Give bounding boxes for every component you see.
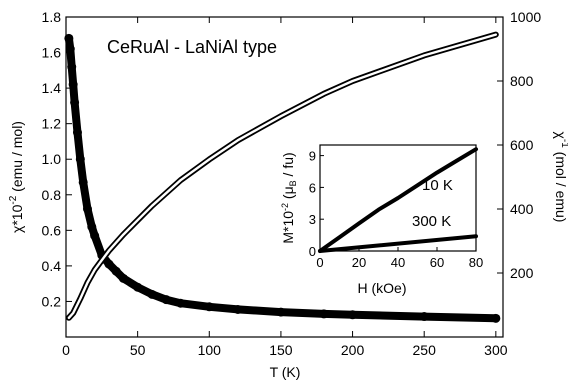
main-left-axis-ticks: 0.2 0.4 0.6 0.8 1.0 1.2 1.4 1.6 1.8 [42,9,72,309]
susceptibility-point [491,313,501,323]
inset-y-title-mid: (μ [280,186,296,203]
inset-y-tick-label: 6 [309,180,316,195]
susceptibility-point [348,310,358,320]
main-x-tick-label: 50 [130,342,146,358]
susceptibility-series [64,34,500,323]
left-axis-title-exponent: -2 [8,195,19,204]
inverse-susceptibility-series-core [67,33,497,319]
main-plot-frame [65,16,504,338]
susceptibility-point [319,309,329,319]
right-axis-title-suffix: (mol / emu) [553,148,568,223]
susceptibility-point [161,295,171,305]
susceptibility-point [176,298,186,308]
susceptibility-point [147,289,157,299]
susceptibility-point [419,312,429,322]
main-x-tick-label: 250 [413,342,437,358]
inset-y-title-prefix: M*10 [280,211,296,244]
main-series-group [64,31,501,323]
susceptibility-point [118,273,128,283]
left-axis-title-suffix: (emu / mol) [9,121,25,196]
inset-x-axis-title: H (kOe) [358,280,407,296]
inset-x-tick-label: 20 [352,255,366,270]
susceptibility-point [104,259,114,269]
main-x-tick-label: 200 [341,342,365,358]
main-x-tick-label: 150 [269,342,293,358]
main-x-tick-label: 0 [62,342,70,358]
main-left-tick-label: 0.8 [42,187,62,203]
inset-x-tick-label: 80 [469,255,483,270]
susceptibility-point [276,307,286,317]
main-right-tick-label: 800 [510,73,534,89]
susceptibility-point [72,128,82,138]
main-x-axis-title: T (K) [270,364,301,380]
inset-y-title-exponent: -2 [280,203,290,211]
main-right-axis-title: χ-1 (mol / emu) [553,132,568,223]
main-right-axis-ticks: 200 400 600 800 1000 [497,9,541,281]
main-x-axis-ticks: 0 50 100 150 200 250 300 [62,17,508,358]
main-left-tick-label: 1.0 [42,151,62,167]
main-left-tick-label: 1.2 [42,116,62,132]
right-axis-title-prefix: χ [553,132,568,140]
chart-title: CeRuAl - LaNiAl type [107,37,277,57]
inset-series-group [318,147,478,253]
inset-y-axis-title: M*10-2 (μB / fu) [280,152,298,243]
right-axis-title-exponent: -1 [559,139,568,148]
main-left-tick-label: 1.4 [42,80,62,96]
inset-x-tick-label: 60 [430,255,444,270]
inset-x-axis-ticks: 0 20 40 60 80 [316,247,483,270]
main-left-tick-label: 1.6 [42,45,62,61]
susceptibility-point [68,80,78,90]
inset-y-title-suffix: / fu) [280,152,296,180]
susceptibility-point [75,154,85,164]
susceptibility-point [111,266,121,276]
main-right-tick-label: 600 [510,137,534,153]
susceptibility-point [82,204,92,214]
main-left-axis-title: χ*10-2 (emu / mol) [8,121,25,233]
main-x-tick-label: 300 [484,342,508,358]
inset-y-title-subscript: B [288,180,298,186]
susceptibility-point [70,97,80,107]
main-right-tick-label: 400 [510,201,534,217]
main-left-tick-label: 0.6 [42,222,62,238]
left-axis-title-prefix: χ*10 [9,204,25,233]
inset-label-300k: 300 K [412,213,451,230]
susceptibility-point [90,231,100,241]
inset-y-tick-label: 0 [309,244,316,259]
main-x-tick-label: 100 [198,342,222,358]
main-right-tick-label: 1000 [510,9,541,25]
inset-x-tick-label: 40 [391,255,405,270]
susceptibility-point [233,304,243,314]
susceptibility-point [65,44,75,54]
inset-y-tick-label: 9 [309,149,316,164]
inset-y-tick-label: 3 [309,212,316,227]
susceptibility-point [78,177,88,187]
susceptibility-point [204,302,214,312]
main-left-tick-label: 0.2 [42,293,62,309]
susceptibility-point [133,282,143,292]
inset-series-300k [318,234,478,253]
inset-x-tick-label: 0 [316,255,323,270]
inset-series-10k [318,147,478,253]
susceptibility-point [64,33,74,43]
main-left-tick-label: 1.8 [42,9,62,25]
main-left-tick-label: 0.4 [42,258,62,274]
main-right-tick-label: 200 [510,265,534,281]
susceptibility-point [87,222,97,232]
susceptibility-point [67,62,77,72]
inset-label-10k: 10 K [422,177,453,194]
